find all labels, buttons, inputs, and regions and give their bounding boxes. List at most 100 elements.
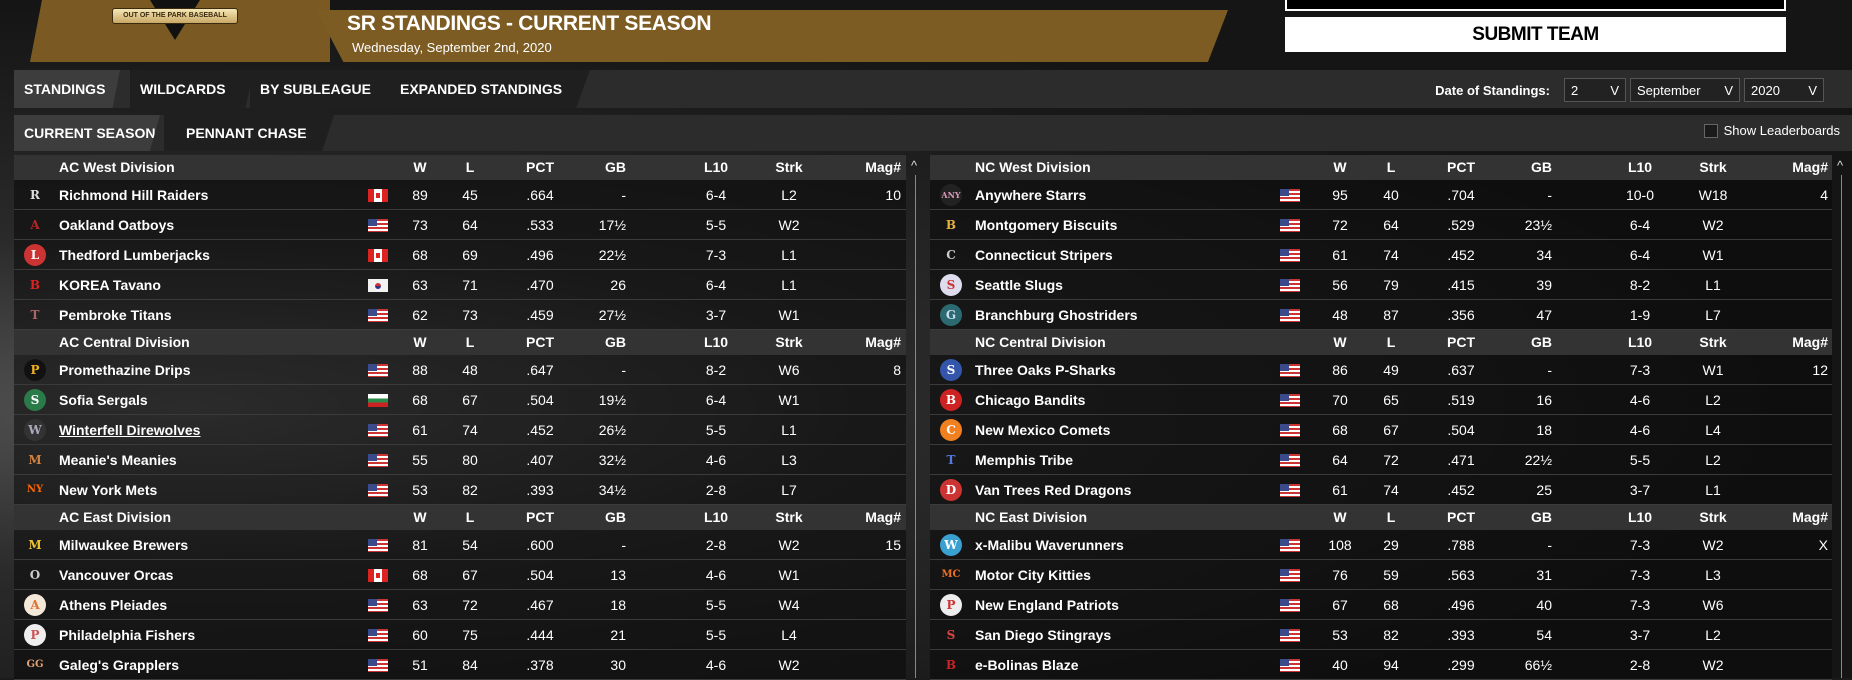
table-row[interactable]: GG Galeg's Grapplers 51 84 .378 30 4-6 W2	[14, 650, 906, 680]
column-header-strk[interactable]: Strk	[1699, 509, 1727, 525]
team-name-link[interactable]: Memphis Tribe	[975, 452, 1074, 468]
ootp-logo[interactable]: OUT OF THE PARK BASEBALL	[100, 0, 250, 45]
column-header-pct[interactable]: PCT	[526, 334, 554, 350]
column-header-strk[interactable]: Strk	[775, 509, 803, 525]
column-header-strk[interactable]: Strk	[1699, 334, 1727, 350]
team-name-link[interactable]: Vancouver Orcas	[59, 567, 174, 583]
column-header-pct[interactable]: PCT	[1447, 159, 1475, 175]
team-name-link[interactable]: e-Bolinas Blaze	[975, 657, 1079, 673]
column-header-l[interactable]: L	[465, 334, 475, 350]
team-name-link[interactable]: Galeg's Grapplers	[59, 657, 180, 673]
team-name-link[interactable]: San Diego Stingrays	[975, 627, 1112, 643]
table-row[interactable]: M Milwaukee Brewers 81 54 .600 - 2-8 W2 15	[14, 530, 906, 560]
column-header-strk[interactable]: Strk	[775, 334, 803, 350]
team-name-link[interactable]: Sofia Sergals	[59, 392, 148, 408]
column-header-pct[interactable]: PCT	[1447, 509, 1475, 525]
month-select[interactable]: September V	[1630, 78, 1740, 102]
table-row[interactable]: P Philadelphia Fishers 60 75 .444 21 5-5 L4	[14, 620, 906, 650]
column-header-l10[interactable]: L10	[1627, 509, 1653, 525]
scrollbar[interactable]	[915, 175, 916, 678]
column-header-w[interactable]: W	[413, 334, 427, 350]
column-header-l[interactable]: L	[465, 509, 475, 525]
column-header-gb[interactable]: GB	[1531, 159, 1552, 175]
team-name-link[interactable]: Anywhere Starrs	[975, 187, 1087, 203]
table-row[interactable]: D Van Trees Red Dragons 61 74 .452 25 3-7 L1	[930, 475, 1832, 505]
column-header-mag[interactable]: Mag#	[1792, 509, 1828, 525]
team-name-link[interactable]: Milwaukee Brewers	[59, 537, 189, 553]
column-header-l10[interactable]: L10	[1627, 334, 1653, 350]
table-row[interactable]: A Oakland Oatboys 73 64 .533 17½ 5-5 W2	[14, 210, 906, 240]
scroll-up-arrow[interactable]: ^	[911, 158, 918, 173]
column-header-mag[interactable]: Mag#	[865, 159, 901, 175]
column-header-strk[interactable]: Strk	[775, 159, 803, 175]
column-header-pct[interactable]: PCT	[526, 509, 554, 525]
tab-wildcards[interactable]: WILDCARDS	[130, 70, 254, 108]
table-row[interactable]: S San Diego Stingrays 53 82 .393 54 3-7 L2	[930, 620, 1832, 650]
column-header-w[interactable]: W	[1333, 159, 1347, 175]
column-header-gb[interactable]: GB	[605, 509, 626, 525]
team-name-link[interactable]: Richmond Hill Raiders	[59, 187, 209, 203]
tab-by-subleague[interactable]: BY SUBLEAGUE	[250, 70, 400, 108]
year-select[interactable]: 2020 V	[1744, 78, 1824, 102]
table-row[interactable]: S Three Oaks P-Sharks 86 49 .637 - 7-3 W1 12	[930, 355, 1832, 385]
team-name-link[interactable]: New Mexico Comets	[975, 422, 1111, 438]
column-header-l10[interactable]: L10	[703, 334, 729, 350]
table-row[interactable]: L Thedford Lumberjacks 68 69 .496 22½ 7-3 L1	[14, 240, 906, 270]
column-header-w[interactable]: W	[413, 509, 427, 525]
table-row[interactable]: B Montgomery Biscuits 72 64 .529 23½ 6-4 W2	[930, 210, 1832, 240]
team-name-link[interactable]: Montgomery Biscuits	[975, 217, 1118, 233]
column-header-mag[interactable]: Mag#	[1792, 159, 1828, 175]
table-row[interactable]: MC Motor City Kitties 76 59 .563 31 7-3 L3	[930, 560, 1832, 590]
table-row[interactable]: B Chicago Bandits 70 65 .519 16 4-6 L2	[930, 385, 1832, 415]
team-name-link[interactable]: Branchburg Ghostriders	[975, 307, 1138, 323]
team-name-link[interactable]: Chicago Bandits	[975, 392, 1086, 408]
table-row[interactable]: T Memphis Tribe 64 72 .471 22½ 5-5 L2	[930, 445, 1832, 475]
team-name-link[interactable]: Van Trees Red Dragons	[975, 482, 1132, 498]
table-row[interactable]: A Athens Pleiades 63 72 .467 18 5-5 W4	[14, 590, 906, 620]
team-name-link[interactable]: Motor City Kitties	[975, 567, 1091, 583]
table-row[interactable]: S Sofia Sergals 68 67 .504 19½ 6-4 W1	[14, 385, 906, 415]
table-row[interactable]: C New Mexico Comets 68 67 .504 18 4-6 L4	[930, 415, 1832, 445]
scrollbar[interactable]	[1841, 175, 1842, 678]
scroll-up-arrow[interactable]: ^	[1837, 158, 1844, 173]
column-header-l10[interactable]: L10	[703, 509, 729, 525]
column-header-l[interactable]: L	[465, 159, 475, 175]
checkbox[interactable]	[1703, 123, 1718, 138]
table-row[interactable]: S Seattle Slugs 56 79 .415 39 8-2 L1	[930, 270, 1832, 300]
table-row[interactable]: M Meanie's Meanies 55 80 .407 32½ 4-6 L3	[14, 445, 906, 475]
table-row[interactable]: G Branchburg Ghostriders 48 87 .356 47 1-9 L7	[930, 300, 1832, 330]
column-header-gb[interactable]: GB	[605, 334, 626, 350]
team-name-link[interactable]: Athens Pleiades	[59, 597, 168, 613]
show-leaderboards-toggle[interactable]: Show Leaderboards	[1703, 123, 1840, 138]
table-row[interactable]: NY New York Mets 53 82 .393 34½ 2-8 L7	[14, 475, 906, 505]
team-name-link[interactable]: New York Mets	[59, 482, 158, 498]
column-header-mag[interactable]: Mag#	[865, 334, 901, 350]
team-name-link[interactable]: Winterfell Direwolves	[59, 422, 201, 438]
column-header-l10[interactable]: L10	[703, 159, 729, 175]
table-row[interactable]: B KOREA Tavano 63 71 .470 26 6-4 L1	[14, 270, 906, 300]
tab-pennant-chase[interactable]: PENNANT CHASE	[164, 115, 334, 151]
team-name-link[interactable]: New England Patriots	[975, 597, 1119, 613]
team-name-link[interactable]: Connecticut Stripers	[975, 247, 1113, 263]
team-name-link[interactable]: Seattle Slugs	[975, 277, 1063, 293]
column-header-mag[interactable]: Mag#	[865, 509, 901, 525]
column-header-w[interactable]: W	[1333, 334, 1347, 350]
column-header-l[interactable]: L	[1386, 334, 1396, 350]
team-name-link[interactable]: Pembroke Titans	[59, 307, 172, 323]
tab-standings[interactable]: STANDINGS	[14, 70, 120, 108]
table-row[interactable]: ANY Anywhere Starrs 95 40 .704 - 10-0 W18 4	[930, 180, 1832, 210]
column-header-strk[interactable]: Strk	[1699, 159, 1727, 175]
tab-current-season[interactable]: CURRENT SEASON	[14, 115, 160, 151]
column-header-l[interactable]: L	[1386, 509, 1396, 525]
team-name-link[interactable]: Three Oaks P-Sharks	[975, 362, 1116, 378]
column-header-pct[interactable]: PCT	[1447, 334, 1475, 350]
team-name-link[interactable]: Thedford Lumberjacks	[59, 247, 210, 263]
table-row[interactable]: C Connecticut Stripers 61 74 .452 34 6-4 W1	[930, 240, 1832, 270]
team-name-link[interactable]: Meanie's Meanies	[59, 452, 177, 468]
column-header-gb[interactable]: GB	[1531, 509, 1552, 525]
column-header-pct[interactable]: PCT	[526, 159, 554, 175]
team-name-link[interactable]: Promethazine Drips	[59, 362, 191, 378]
column-header-gb[interactable]: GB	[605, 159, 626, 175]
submit-team-button[interactable]: SUBMIT TEAM	[1285, 17, 1786, 52]
